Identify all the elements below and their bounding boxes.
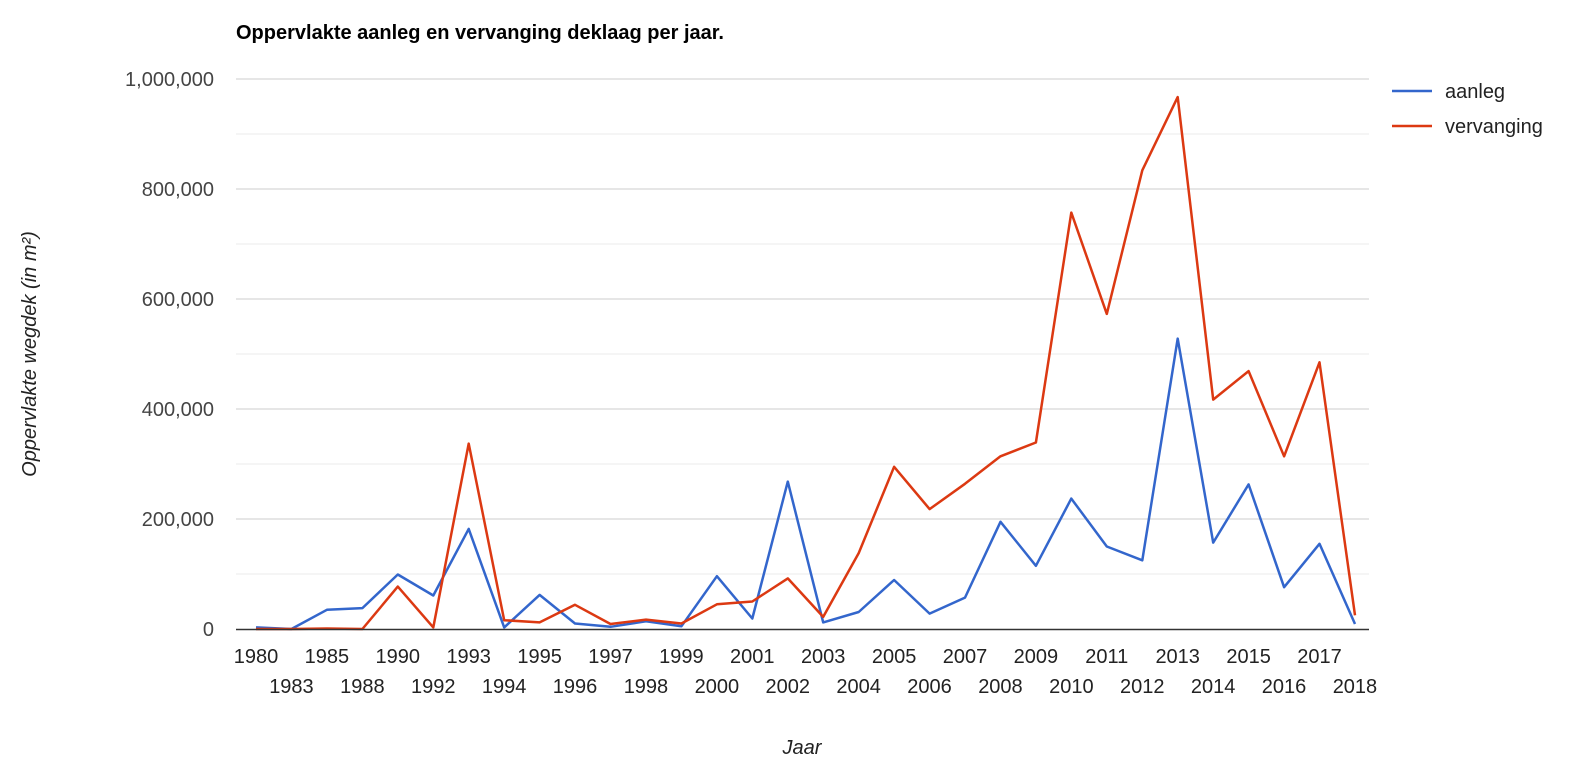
x-axis-label: Jaar <box>782 737 823 759</box>
x-tick-label: 1985 <box>305 646 350 668</box>
x-tick-label: 1988 <box>340 676 385 698</box>
legend-label-vervanging: vervanging <box>1445 116 1543 138</box>
y-tick-label: 200,000 <box>142 509 214 531</box>
x-tick-label: 1980 <box>234 646 279 668</box>
x-tick-label: 2000 <box>695 676 740 698</box>
x-tick-label: 2002 <box>766 676 811 698</box>
gridlines <box>236 78 1369 575</box>
series-line-vervanging <box>256 95 1357 631</box>
x-tick-label: 1998 <box>624 676 669 698</box>
x-tick-label: 2014 <box>1191 676 1236 698</box>
chart-title: Oppervlakte aanleg en vervanging deklaag… <box>236 22 724 44</box>
legend: aanleg vervanging <box>1392 81 1543 138</box>
x-tick-label: 2007 <box>943 646 988 668</box>
x-tick-label: 2016 <box>1262 676 1307 698</box>
y-axis-ticks: 0 200,000 400,000 600,000 800,000 1,000,000 <box>125 69 214 641</box>
series-line-aanleg <box>255 337 1357 631</box>
x-tick-label: 2012 <box>1120 676 1165 698</box>
x-tick-label: 1995 <box>517 646 562 668</box>
x-tick-label: 2008 <box>978 676 1023 698</box>
x-tick-label: 2005 <box>872 646 917 668</box>
x-tick-label: 1993 <box>446 646 491 668</box>
legend-label-aanleg: aanleg <box>1445 81 1505 103</box>
x-tick-label: 2003 <box>801 646 846 668</box>
x-tick-label: 2017 <box>1297 646 1342 668</box>
x-tick-label: 2006 <box>907 676 952 698</box>
y-tick-label: 400,000 <box>142 399 214 421</box>
x-tick-label: 2018 <box>1333 676 1378 698</box>
y-tick-label: 800,000 <box>142 179 214 201</box>
x-tick-label: 1990 <box>376 646 421 668</box>
x-tick-label: 1996 <box>553 676 598 698</box>
x-tick-label: 2015 <box>1226 646 1271 668</box>
x-tick-label: 2010 <box>1049 676 1094 698</box>
y-tick-label: 1,000,000 <box>125 69 214 91</box>
x-axis-ticks: 1980 1983 1985 1988 1990 1992 1993 1994 1995 1996… <box>234 646 1377 698</box>
y-axis-label: Oppervlakte wegdek (in m²) <box>19 231 41 477</box>
x-tick-label: 1992 <box>411 676 456 698</box>
x-tick-label: 2011 <box>1085 646 1128 668</box>
x-tick-label: 2013 <box>1155 646 1200 668</box>
x-tick-label: 1999 <box>659 646 704 668</box>
x-tick-label: 2009 <box>1014 646 1059 668</box>
series-lines <box>255 95 1357 631</box>
x-tick-label: 2001 <box>730 646 775 668</box>
x-tick-label: 1994 <box>482 676 527 698</box>
x-tick-label: 1997 <box>588 646 633 668</box>
y-tick-label: 600,000 <box>142 289 214 311</box>
x-tick-label: 1983 <box>269 676 314 698</box>
y-tick-label: 0 <box>203 619 214 641</box>
x-tick-label: 2004 <box>836 676 881 698</box>
